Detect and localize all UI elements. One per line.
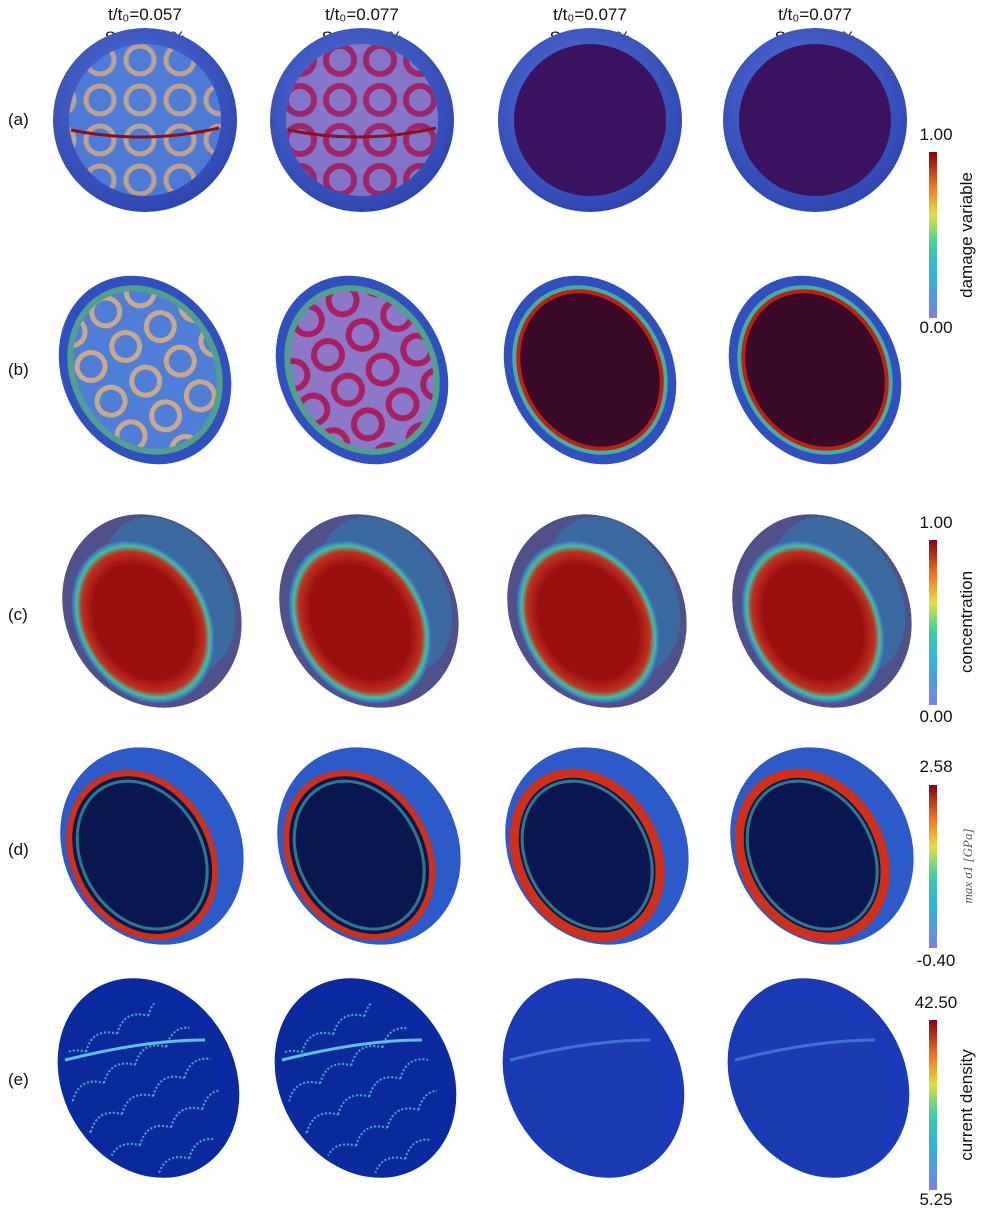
particle-render (25, 244, 265, 496)
particle-render (695, 714, 949, 979)
particle-render (239, 945, 492, 1211)
particle-render (692, 945, 945, 1211)
particle-render (472, 481, 721, 740)
inner-core (715, 265, 915, 475)
particle-render (470, 714, 724, 979)
colorbar-title: current density (957, 1049, 976, 1161)
colorbar (929, 152, 937, 318)
particle-render (242, 244, 482, 496)
particle-render (695, 244, 935, 496)
colorbar-max: 42.50 (915, 993, 958, 1012)
colorbar-max: 1.00 (919, 513, 952, 532)
column-time: t/t₀=0.077 (553, 5, 627, 24)
figure: t/t₀=0.057SOC=80%t/t₀=0.077SOC=77%t/t₀=0… (0, 0, 982, 1217)
hot-ring (257, 747, 461, 964)
particle-render (498, 28, 682, 212)
hot-ring (40, 747, 244, 964)
colorbar-title: max σ1 [GPa] (960, 828, 975, 903)
column-time: t/t₀=0.057 (108, 5, 182, 24)
hot-ring (485, 747, 689, 964)
colorbar (929, 540, 937, 705)
particle-render (53, 28, 237, 212)
row-label: (a) (8, 110, 29, 129)
colorbar-max: 2.58 (919, 757, 952, 776)
inner-core (262, 265, 462, 475)
column-time: t/t₀=0.077 (325, 5, 399, 24)
colorbar-min: 0.00 (919, 707, 952, 726)
particle-render (242, 714, 496, 979)
colorbar (929, 1020, 937, 1190)
colorbar-min: -0.40 (917, 951, 956, 970)
inner-core (490, 265, 690, 475)
particle-render (723, 28, 907, 212)
colorbar-min: 5.25 (919, 1190, 952, 1209)
colorbar-title: concentration (957, 571, 976, 673)
row-label: (d) (8, 840, 29, 859)
inner-core (69, 44, 221, 196)
colorbar-title: damage variable (957, 172, 976, 298)
particle-render (244, 481, 493, 740)
inner-core (286, 44, 438, 196)
column-time: t/t₀=0.077 (778, 5, 852, 24)
row-label: (e) (8, 1070, 29, 1089)
particle-render (27, 481, 276, 740)
particle-render (25, 714, 279, 979)
particle-render (697, 481, 946, 740)
particle-render (22, 945, 275, 1211)
row-label: (b) (8, 360, 29, 379)
inner-core (739, 44, 891, 196)
hot-ring (710, 747, 914, 964)
colorbar-max: 1.00 (919, 125, 952, 144)
particle-render (467, 945, 720, 1211)
colorbar-min: 0.00 (919, 318, 952, 337)
inner-core (514, 44, 666, 196)
row-label: (c) (8, 605, 28, 624)
inner-core (45, 265, 245, 475)
particle-render (470, 244, 710, 496)
colorbar (929, 785, 937, 948)
particle-render (270, 28, 454, 212)
